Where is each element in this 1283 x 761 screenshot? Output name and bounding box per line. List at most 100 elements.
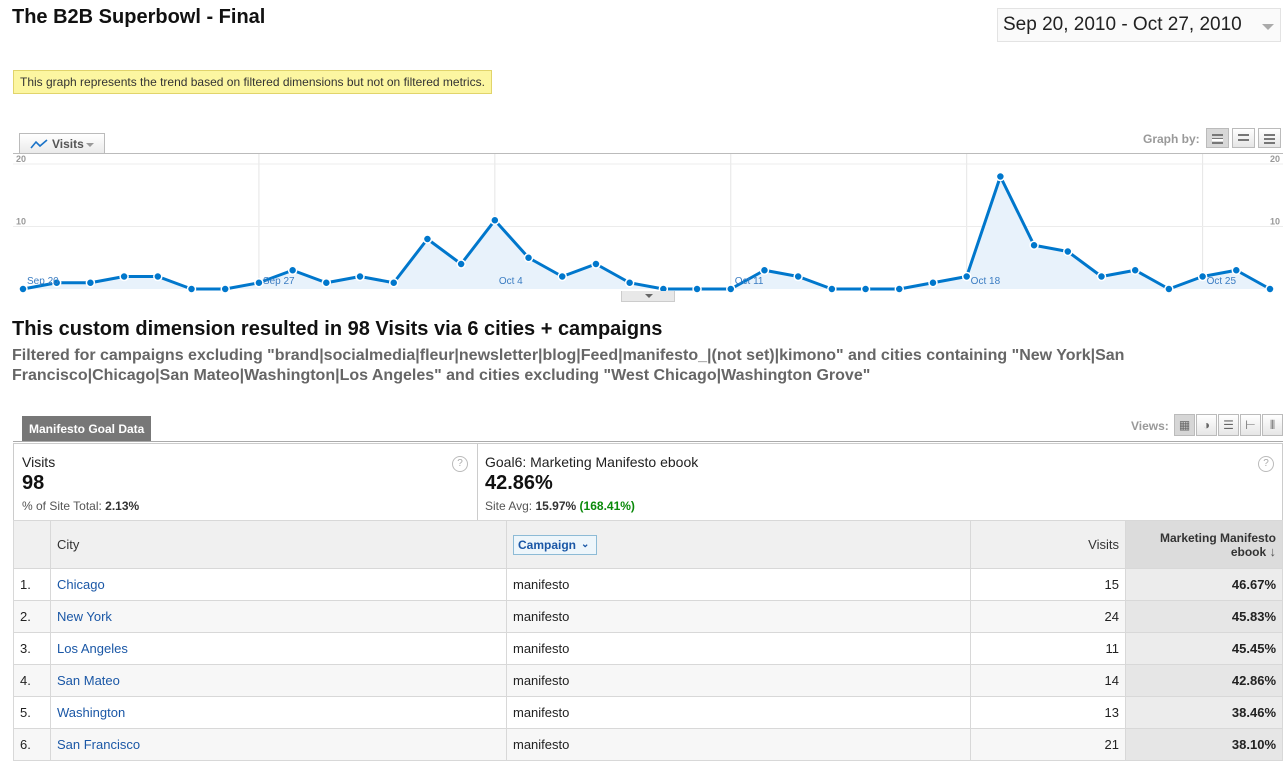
table-row: 4. San Mateo manifesto 14 42.86% (13, 664, 1283, 697)
views-label: Views: (1131, 419, 1169, 433)
table-row: 1. Chicago manifesto 15 46.67% (13, 568, 1283, 601)
help-icon[interactable]: ? (1258, 456, 1274, 472)
data-point[interactable] (1130, 265, 1140, 275)
data-point[interactable] (18, 284, 28, 293)
data-point[interactable] (860, 284, 871, 293)
line-chart-icon (30, 139, 48, 149)
data-point[interactable] (1164, 284, 1174, 293)
data-point[interactable] (961, 271, 972, 282)
data-point[interactable] (1231, 265, 1242, 275)
city-link[interactable]: New York (57, 609, 112, 624)
pivot-view-icon[interactable]: ⦀ (1262, 414, 1283, 436)
visits-trend-chart: 10 10 20 20 Sep 20 Sep 27 Oct 4 Oct 11 Oct 18 Oct… (13, 153, 1283, 293)
data-point[interactable] (490, 215, 500, 225)
table-header-row: City Campaign ⌄ Visits Marketing Manifes… (13, 520, 1283, 569)
visits-cell: 14 (970, 664, 1126, 697)
metric-selector-label: Visits (52, 137, 84, 151)
goal-column-header[interactable]: Marketing Manifesto ebook ↓ (1125, 520, 1283, 569)
data-point[interactable] (759, 265, 770, 275)
city-link[interactable]: Los Angeles (57, 641, 128, 656)
comparison-view-icon[interactable]: ⊢ (1240, 414, 1261, 436)
y-tick-label-left: 10 (16, 217, 26, 227)
y-tick-label-right: 10 (1270, 217, 1280, 227)
data-point[interactable] (153, 271, 163, 282)
data-point[interactable] (85, 278, 96, 288)
bar-view-icon[interactable]: ☰ (1218, 414, 1239, 436)
goal-rate-cell: 38.46% (1125, 696, 1283, 729)
visits-cell: 15 (970, 568, 1126, 601)
data-point[interactable] (1197, 271, 1208, 282)
chevron-down-icon (86, 143, 94, 147)
city-cell: New York (50, 600, 507, 633)
city-link[interactable]: Washington (57, 705, 126, 720)
data-point[interactable] (1096, 271, 1107, 282)
data-point[interactable] (591, 259, 601, 269)
metric-selector[interactable]: Visits (19, 133, 105, 154)
data-point[interactable] (692, 284, 702, 293)
visits-column-header[interactable]: Visits (970, 520, 1126, 569)
data-point[interactable] (422, 234, 433, 244)
city-link[interactable]: Chicago (57, 577, 105, 592)
scorecard-value: 98 (22, 472, 45, 494)
data-point[interactable] (388, 278, 399, 288)
data-point[interactable] (220, 284, 230, 293)
data-point[interactable] (557, 271, 567, 282)
data-point[interactable] (254, 278, 264, 288)
city-link[interactable]: San Mateo (57, 673, 120, 688)
data-point[interactable] (928, 278, 938, 288)
graph-by-label: Graph by: (1143, 132, 1200, 146)
data-point[interactable] (456, 259, 466, 269)
data-point[interactable] (1063, 246, 1073, 257)
chevron-down-icon (645, 294, 653, 298)
data-point[interactable] (726, 284, 736, 293)
data-point[interactable] (287, 265, 298, 275)
data-point[interactable] (119, 271, 129, 282)
scorecard-subtext: % of Site Total: 2.13% (22, 499, 140, 513)
data-point[interactable] (321, 278, 332, 288)
index-header (13, 520, 51, 569)
visits-cell: 21 (970, 728, 1126, 761)
table-body: 1. Chicago manifesto 15 46.67% 2. New York mani… (13, 568, 1283, 761)
data-point[interactable] (186, 284, 197, 293)
data-point[interactable] (624, 278, 635, 288)
data-point[interactable] (793, 271, 803, 282)
summary-heading: This custom dimension resulted in 98 Vis… (12, 318, 663, 340)
goal-rate-cell: 45.83% (1125, 600, 1283, 633)
x-tick-label: Oct 4 (499, 276, 523, 287)
help-icon[interactable]: ? (452, 456, 468, 472)
table-view-icon[interactable]: ▦ (1174, 414, 1195, 436)
data-table: City Campaign ⌄ Visits Marketing Manifes… (13, 520, 1283, 761)
chevron-down-icon (1262, 24, 1274, 30)
graph-by-month-button[interactable] (1258, 128, 1281, 148)
graph-notice: This graph represents the trend based on… (13, 70, 492, 94)
data-point[interactable] (523, 253, 534, 263)
data-point[interactable] (995, 171, 1006, 182)
graph-by-day-button[interactable] (1206, 128, 1229, 148)
data-point[interactable] (51, 278, 62, 288)
city-link[interactable]: San Francisco (57, 737, 141, 752)
y-tick-label-left: 20 (16, 154, 26, 164)
date-range-picker[interactable]: Sep 20, 2010 - Oct 27, 2010 (997, 8, 1281, 42)
chart-collapse-toggle[interactable] (621, 291, 675, 302)
data-point[interactable] (1265, 284, 1275, 293)
tab-divider (13, 441, 1283, 442)
row-index: 6. (13, 728, 51, 761)
data-point[interactable] (355, 271, 365, 282)
city-column-header[interactable]: City (50, 520, 507, 569)
city-cell: San Francisco (50, 728, 507, 761)
graph-by-week-button[interactable] (1232, 128, 1255, 148)
pie-view-icon[interactable]: ◑ (1196, 414, 1217, 436)
data-point[interactable] (894, 284, 905, 293)
scorecard-value: 42.86% (485, 472, 553, 494)
scorecards: Visits 98 % of Site Total: 2.13% ? Goal6… (13, 443, 1283, 521)
data-point[interactable] (658, 284, 669, 293)
goal-rate-cell: 42.86% (1125, 664, 1283, 697)
tab-manifesto-goal-data[interactable]: Manifesto Goal Data (22, 416, 152, 442)
goal-rate-cell: 45.45% (1125, 632, 1283, 665)
campaign-cell: manifesto (506, 600, 971, 633)
table-row: 6. San Francisco manifesto 21 38.10% (13, 728, 1283, 761)
campaign-dimension-selector[interactable]: Campaign ⌄ (513, 534, 598, 555)
page-title: The B2B Superbowl - Final (12, 6, 266, 28)
data-point[interactable] (1029, 240, 1039, 250)
data-point[interactable] (827, 284, 837, 293)
